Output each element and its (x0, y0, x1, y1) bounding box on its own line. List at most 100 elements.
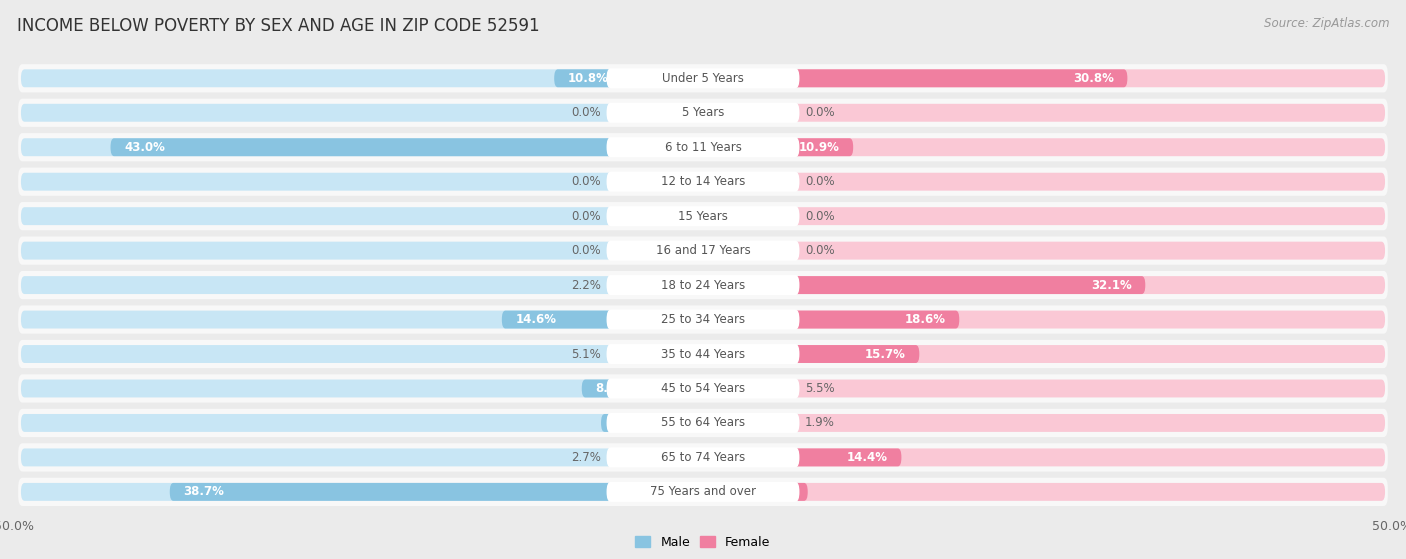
Text: 14.4%: 14.4% (846, 451, 887, 464)
Text: 55 to 64 Years: 55 to 64 Years (661, 416, 745, 429)
Text: 1.9%: 1.9% (806, 416, 835, 429)
FancyBboxPatch shape (18, 133, 1388, 162)
Text: 5.5%: 5.5% (806, 382, 835, 395)
FancyBboxPatch shape (703, 483, 807, 501)
Text: 6 to 11 Years: 6 to 11 Years (665, 141, 741, 154)
Text: 12 to 14 Years: 12 to 14 Years (661, 175, 745, 188)
FancyBboxPatch shape (606, 138, 800, 157)
Text: Source: ZipAtlas.com: Source: ZipAtlas.com (1264, 17, 1389, 30)
FancyBboxPatch shape (703, 414, 730, 432)
Text: 45 to 54 Years: 45 to 54 Years (661, 382, 745, 395)
FancyBboxPatch shape (21, 173, 703, 191)
FancyBboxPatch shape (21, 345, 703, 363)
FancyBboxPatch shape (18, 236, 1388, 265)
FancyBboxPatch shape (703, 414, 1385, 432)
Text: 0.0%: 0.0% (806, 244, 835, 257)
FancyBboxPatch shape (18, 443, 1388, 472)
FancyBboxPatch shape (21, 380, 703, 397)
FancyBboxPatch shape (703, 276, 1385, 294)
Text: 65 to 74 Years: 65 to 74 Years (661, 451, 745, 464)
Text: 32.1%: 32.1% (1091, 278, 1132, 292)
Text: 16 and 17 Years: 16 and 17 Years (655, 244, 751, 257)
FancyBboxPatch shape (18, 375, 1388, 402)
FancyBboxPatch shape (703, 69, 1128, 87)
FancyBboxPatch shape (606, 206, 800, 226)
FancyBboxPatch shape (21, 276, 703, 294)
Text: 43.0%: 43.0% (124, 141, 165, 154)
FancyBboxPatch shape (21, 207, 703, 225)
Text: 38.7%: 38.7% (184, 485, 225, 499)
FancyBboxPatch shape (21, 448, 703, 466)
FancyBboxPatch shape (606, 378, 800, 399)
FancyBboxPatch shape (606, 275, 800, 295)
FancyBboxPatch shape (703, 241, 1385, 259)
FancyBboxPatch shape (18, 271, 1388, 299)
FancyBboxPatch shape (21, 483, 703, 501)
Text: 15 Years: 15 Years (678, 210, 728, 222)
Text: 0.0%: 0.0% (571, 175, 600, 188)
Text: 0.0%: 0.0% (806, 106, 835, 119)
FancyBboxPatch shape (18, 168, 1388, 196)
FancyBboxPatch shape (703, 276, 1146, 294)
Text: 7.6%: 7.6% (761, 485, 794, 499)
FancyBboxPatch shape (502, 311, 703, 329)
Text: 5.1%: 5.1% (571, 348, 600, 361)
Text: INCOME BELOW POVERTY BY SEX AND AGE IN ZIP CODE 52591: INCOME BELOW POVERTY BY SEX AND AGE IN Z… (17, 17, 540, 35)
Legend: Male, Female: Male, Female (630, 531, 776, 554)
Text: 2.2%: 2.2% (571, 278, 600, 292)
FancyBboxPatch shape (703, 448, 901, 466)
FancyBboxPatch shape (633, 345, 703, 363)
Text: 8.8%: 8.8% (596, 382, 628, 395)
Text: 0.0%: 0.0% (571, 106, 600, 119)
FancyBboxPatch shape (703, 380, 1385, 397)
FancyBboxPatch shape (703, 448, 1385, 466)
FancyBboxPatch shape (21, 414, 703, 432)
FancyBboxPatch shape (703, 311, 1385, 329)
FancyBboxPatch shape (703, 207, 1385, 225)
FancyBboxPatch shape (18, 64, 1388, 92)
FancyBboxPatch shape (18, 202, 1388, 230)
FancyBboxPatch shape (672, 276, 703, 294)
FancyBboxPatch shape (703, 138, 1385, 156)
Text: 18 to 24 Years: 18 to 24 Years (661, 278, 745, 292)
FancyBboxPatch shape (554, 69, 703, 87)
Text: 35 to 44 Years: 35 to 44 Years (661, 348, 745, 361)
FancyBboxPatch shape (703, 483, 1385, 501)
FancyBboxPatch shape (606, 344, 800, 364)
FancyBboxPatch shape (606, 413, 800, 433)
Text: 2.7%: 2.7% (571, 451, 600, 464)
Text: Under 5 Years: Under 5 Years (662, 72, 744, 85)
FancyBboxPatch shape (666, 448, 703, 466)
FancyBboxPatch shape (21, 138, 703, 156)
FancyBboxPatch shape (606, 172, 800, 192)
FancyBboxPatch shape (18, 409, 1388, 437)
FancyBboxPatch shape (703, 380, 779, 397)
FancyBboxPatch shape (21, 104, 703, 122)
Text: 18.6%: 18.6% (904, 313, 945, 326)
Text: 5 Years: 5 Years (682, 106, 724, 119)
FancyBboxPatch shape (703, 69, 1385, 87)
Text: 25 to 34 Years: 25 to 34 Years (661, 313, 745, 326)
FancyBboxPatch shape (21, 311, 703, 329)
FancyBboxPatch shape (606, 482, 800, 502)
Text: 7.4%: 7.4% (614, 416, 648, 429)
FancyBboxPatch shape (18, 98, 1388, 127)
FancyBboxPatch shape (703, 104, 1385, 122)
FancyBboxPatch shape (606, 240, 800, 260)
FancyBboxPatch shape (18, 340, 1388, 368)
Text: 75 Years and over: 75 Years and over (650, 485, 756, 499)
FancyBboxPatch shape (582, 380, 703, 397)
Text: 0.0%: 0.0% (806, 175, 835, 188)
Text: 30.8%: 30.8% (1073, 72, 1114, 85)
FancyBboxPatch shape (21, 241, 703, 259)
FancyBboxPatch shape (170, 483, 703, 501)
FancyBboxPatch shape (600, 414, 703, 432)
FancyBboxPatch shape (111, 138, 703, 156)
Text: 14.6%: 14.6% (516, 313, 557, 326)
Text: 10.9%: 10.9% (799, 141, 839, 154)
FancyBboxPatch shape (703, 345, 920, 363)
FancyBboxPatch shape (18, 478, 1388, 506)
FancyBboxPatch shape (703, 311, 959, 329)
Text: 0.0%: 0.0% (571, 210, 600, 222)
Text: 10.8%: 10.8% (568, 72, 609, 85)
